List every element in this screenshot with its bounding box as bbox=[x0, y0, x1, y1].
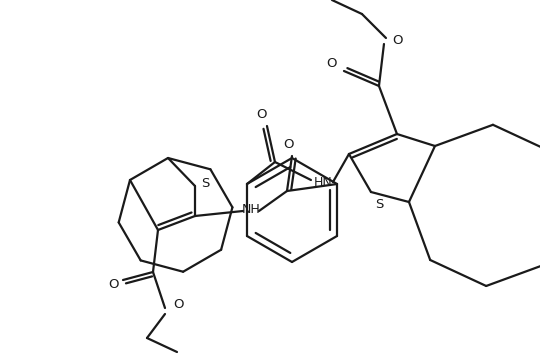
Text: O: O bbox=[108, 277, 118, 290]
Text: HN: HN bbox=[314, 175, 332, 189]
Text: S: S bbox=[201, 176, 209, 189]
Text: O: O bbox=[327, 57, 337, 69]
Text: O: O bbox=[174, 297, 184, 310]
Text: NH: NH bbox=[241, 203, 260, 216]
Text: S: S bbox=[375, 198, 383, 211]
Text: O: O bbox=[256, 107, 267, 121]
Text: O: O bbox=[393, 34, 403, 47]
Text: O: O bbox=[284, 137, 294, 150]
